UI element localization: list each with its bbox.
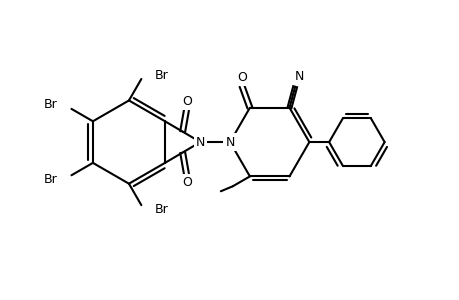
Text: N: N xyxy=(294,70,303,83)
Text: Br: Br xyxy=(44,173,57,186)
Text: N: N xyxy=(195,136,205,148)
Text: Br: Br xyxy=(155,202,168,216)
Text: O: O xyxy=(182,176,192,189)
Text: Br: Br xyxy=(155,68,168,82)
Text: O: O xyxy=(236,70,246,83)
Text: N: N xyxy=(225,136,234,148)
Text: Br: Br xyxy=(44,98,57,111)
Text: O: O xyxy=(182,95,192,108)
